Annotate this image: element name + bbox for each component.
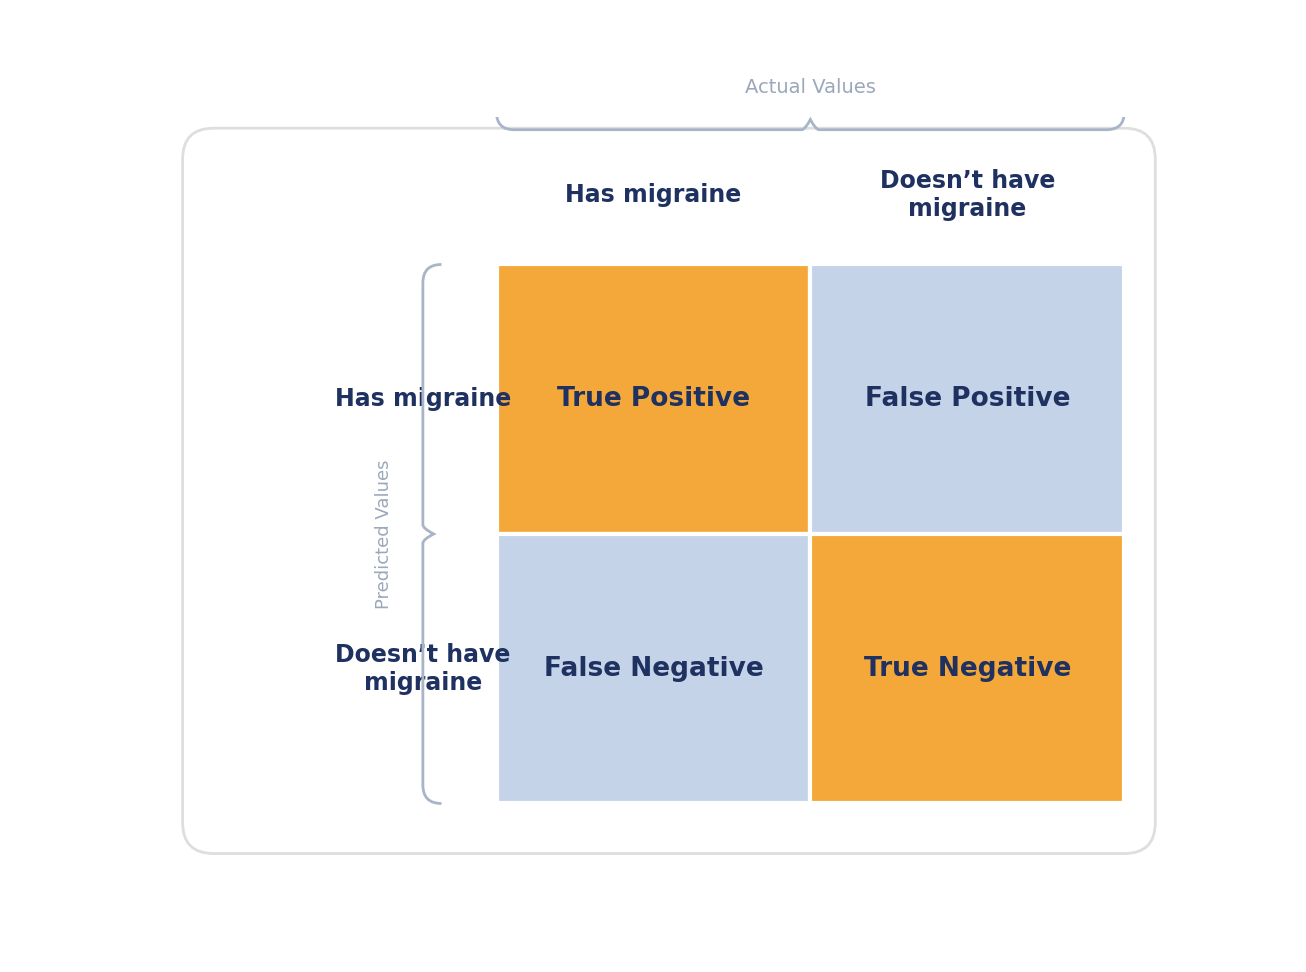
FancyBboxPatch shape — [811, 264, 1124, 534]
Text: False Positive: False Positive — [865, 386, 1070, 412]
Text: Has migraine: Has migraine — [565, 183, 742, 207]
FancyBboxPatch shape — [811, 534, 1124, 804]
Text: True Positive: True Positive — [556, 386, 750, 412]
Text: Doesn’t have
migraine: Doesn’t have migraine — [880, 169, 1055, 221]
Text: False Negative: False Negative — [543, 656, 763, 681]
Text: True Negative: True Negative — [863, 656, 1071, 681]
Text: Doesn’t have
migraine: Doesn’t have migraine — [336, 642, 511, 695]
FancyBboxPatch shape — [496, 534, 811, 804]
Text: Actual Values: Actual Values — [744, 78, 876, 97]
Text: Predicted Values: Predicted Values — [375, 459, 393, 608]
FancyBboxPatch shape — [496, 264, 811, 534]
Text: Has migraine: Has migraine — [334, 387, 511, 411]
